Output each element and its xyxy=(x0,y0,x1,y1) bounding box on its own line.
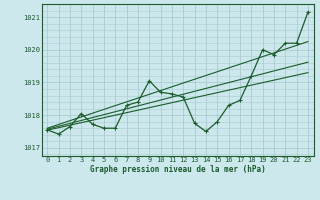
X-axis label: Graphe pression niveau de la mer (hPa): Graphe pression niveau de la mer (hPa) xyxy=(90,165,266,174)
